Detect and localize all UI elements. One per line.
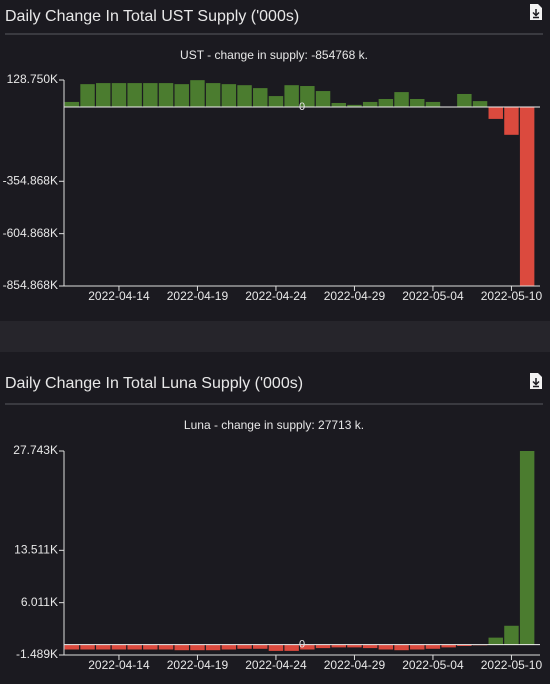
bar (284, 644, 299, 651)
y-tick-label: 27.743K (13, 443, 58, 457)
x-tick-label: 2022-04-24 (245, 289, 307, 303)
bar (504, 625, 519, 645)
bar (425, 101, 441, 107)
bar (315, 91, 331, 107)
bar (315, 644, 331, 649)
bar (425, 644, 441, 649)
bar (504, 106, 519, 135)
bar (96, 83, 111, 107)
bar (174, 84, 189, 107)
download-icon[interactable] (530, 373, 542, 389)
bar (237, 85, 252, 107)
bar (268, 644, 284, 651)
bar (519, 106, 535, 286)
bar (519, 451, 535, 645)
bar (394, 92, 409, 107)
panel-gap (0, 321, 550, 352)
chart-subtitle: Luna - change in supply: 27713 k. (184, 418, 364, 432)
bar (127, 83, 142, 107)
bar (111, 644, 127, 650)
bar (347, 104, 362, 107)
bar (174, 644, 189, 651)
zero-annotation: 0 (299, 639, 305, 651)
bar (190, 644, 205, 651)
bar (441, 644, 456, 648)
bar (158, 83, 174, 107)
panel-title: Daily Change In Total Luna Supply ('000s… (5, 375, 303, 392)
bar (221, 84, 237, 107)
bar (158, 644, 174, 650)
x-tick-label: 2022-04-19 (167, 289, 229, 303)
bar (378, 644, 394, 650)
bar (205, 83, 221, 107)
x-tick-label: 2022-05-10 (481, 658, 543, 672)
bar (347, 644, 362, 648)
bar (253, 88, 268, 107)
bar (284, 85, 299, 107)
bar (457, 644, 472, 647)
bar (205, 644, 221, 651)
bar (253, 644, 268, 649)
bar (300, 86, 315, 107)
bar (394, 644, 409, 651)
x-tick-label: 2022-04-19 (167, 658, 229, 672)
bar (331, 644, 346, 648)
y-tick-label: 128.750K (7, 72, 58, 86)
bar (410, 99, 425, 107)
bar (457, 93, 472, 107)
x-tick-label: 2022-05-04 (402, 289, 464, 303)
x-tick-label: 2022-04-29 (324, 658, 386, 672)
bar (80, 84, 95, 107)
bar (221, 644, 237, 650)
y-tick-label: -854.868K (3, 278, 58, 292)
bar (237, 644, 252, 649)
bar (268, 96, 284, 107)
bar (143, 644, 158, 650)
bar (488, 637, 503, 645)
y-tick-label: 6.011K (21, 595, 58, 609)
bar (64, 101, 80, 107)
bar (111, 83, 127, 107)
panel-title: Daily Change In Total UST Supply ('000s) (5, 8, 299, 25)
bar (64, 644, 80, 650)
bar (362, 101, 378, 107)
y-tick-label: 13.511K (14, 542, 58, 556)
bar (378, 99, 394, 107)
x-tick-label: 2022-05-04 (402, 658, 464, 672)
bar (472, 101, 488, 107)
y-tick-label: -1.489K (16, 647, 58, 661)
x-tick-label: 2022-04-14 (88, 658, 150, 672)
x-tick-label: 2022-04-24 (245, 658, 307, 672)
bar (190, 80, 205, 107)
bar (410, 644, 425, 650)
chart-subtitle: UST - change in supply: -854768 k. (180, 48, 368, 62)
bar (331, 102, 346, 107)
bar (362, 644, 378, 649)
bar (80, 644, 95, 650)
bar (143, 83, 158, 107)
y-tick-label: -604.868K (3, 226, 58, 240)
bar (300, 644, 315, 650)
download-icon[interactable] (530, 4, 542, 20)
y-tick-label: -354.868K (3, 173, 58, 187)
x-tick-label: 2022-04-14 (88, 289, 150, 303)
x-tick-label: 2022-05-10 (481, 289, 543, 303)
bar (127, 644, 142, 650)
zero-annotation: 0 (299, 101, 305, 113)
x-tick-label: 2022-04-29 (324, 289, 386, 303)
bar (488, 106, 503, 119)
bar (96, 644, 111, 650)
